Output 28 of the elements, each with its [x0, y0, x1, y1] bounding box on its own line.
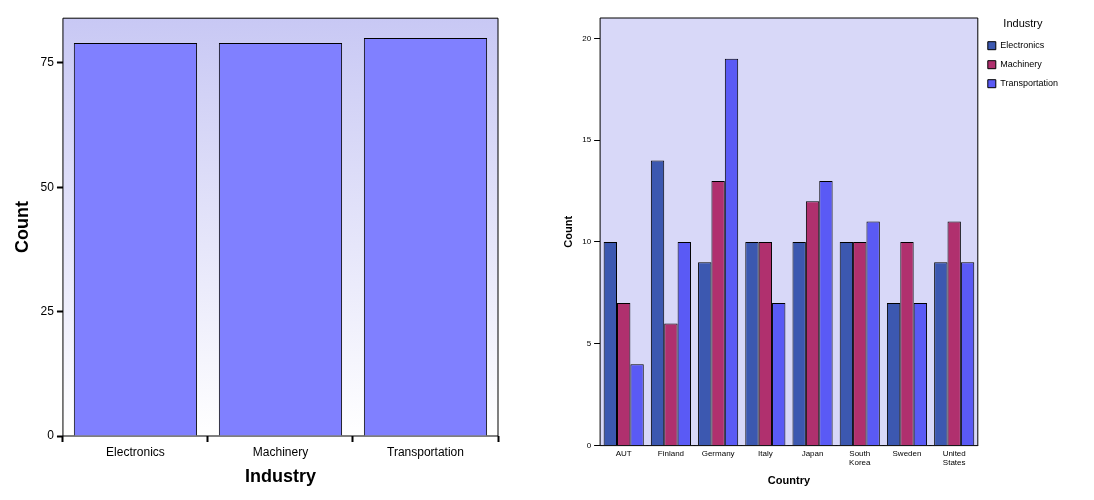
- y-tick-label: 20: [582, 33, 592, 43]
- x-tick-label: Finland: [657, 448, 685, 458]
- x-tick-label: United States: [942, 448, 966, 468]
- x-tick-label: Transportation: [387, 444, 464, 459]
- x-axis-title: Industry: [244, 466, 316, 487]
- legend-title: Industry: [1003, 16, 1043, 29]
- y-axis-title: Count: [561, 215, 574, 248]
- y-tick-label: 15: [582, 135, 592, 145]
- x-tick-label: Sweden: [892, 448, 922, 458]
- x-tick-label: South Korea: [849, 448, 871, 468]
- y-tick-label: 0: [586, 440, 592, 450]
- legend-label: Electronics: [1000, 40, 1045, 51]
- x-tick-label: Machinery: [252, 444, 309, 459]
- y-tick-label: 75: [40, 55, 55, 70]
- y-tick-label: 10: [582, 237, 592, 247]
- y-axis-title: Count: [11, 201, 32, 254]
- x-tick-label: Electronics: [106, 444, 165, 459]
- y-tick-label: 5: [586, 338, 592, 348]
- y-tick-label: 25: [40, 303, 55, 318]
- y-tick-label: 50: [40, 179, 55, 194]
- x-tick-label: Germany: [701, 448, 735, 458]
- x-tick-label: Italy: [758, 448, 773, 458]
- x-tick-label: AUT: [615, 448, 632, 458]
- legend-label: Machinery: [1000, 59, 1043, 70]
- x-tick-label: Japan: [801, 448, 824, 458]
- y-tick-label: 0: [47, 428, 55, 443]
- legend-label: Transportation: [1000, 78, 1059, 89]
- x-axis-title: Country: [767, 474, 811, 487]
